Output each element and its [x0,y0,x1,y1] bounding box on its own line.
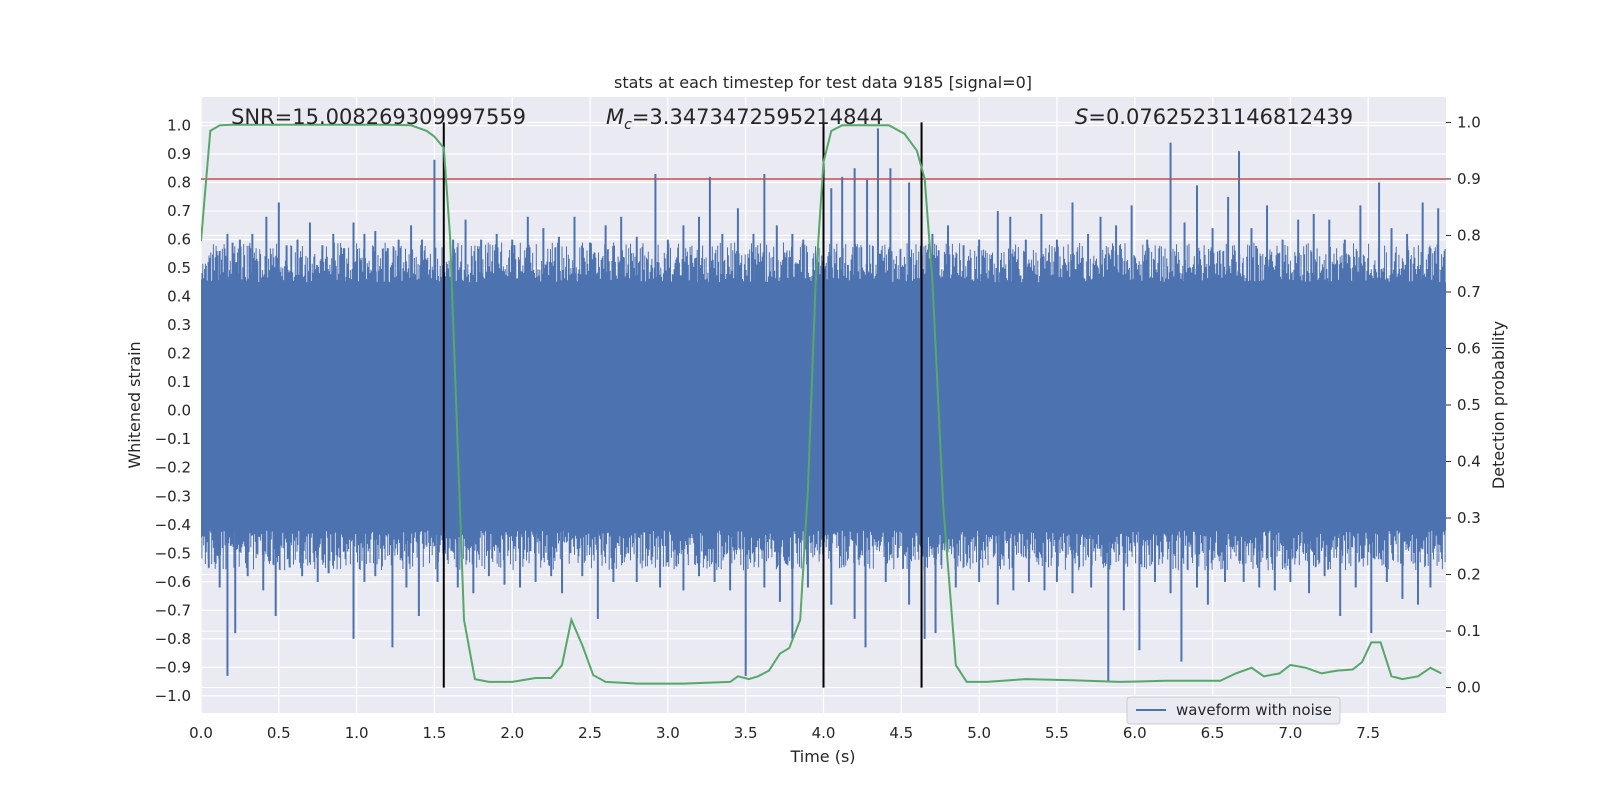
y-tick-label: −0.3 [155,487,191,505]
y-tick-label: −0.9 [155,658,191,676]
x-tick-label: 3.5 [734,724,758,742]
x-axis-label: Time (s) [789,747,855,766]
s-symbol: S [1075,105,1088,129]
y2-tick-label: 0.6 [1457,339,1481,357]
y2-tick-label: 0.0 [1457,679,1481,697]
y-tick-label: −0.5 [155,544,191,562]
y2-tick-labels: 1.0 0.9 0.8 0.7 0.6 0.5 0.4 0.3 0.2 0.1 0.0 [1446,113,1481,697]
y2-axis-label: Detection probability [1489,321,1508,489]
x-tick-label: 5.5 [1045,724,1069,742]
x-tick-label: 0.5 [267,724,291,742]
y-tick-label: −0.2 [155,459,191,477]
y-axis-label: Whitened strain [125,341,144,468]
y-tick-label: 0.2 [167,345,191,363]
x-tick-label: 2.5 [578,724,602,742]
y2-tick-label: 0.3 [1457,509,1481,527]
x-tick-labels: 0.0 0.5 1.0 1.5 2.0 2.5 3.0 3.5 4.0 4.5 5.0 5.5 6.0 6… [189,724,1380,742]
x-tick-label: 3.0 [656,724,680,742]
x-tick-label: 2.0 [500,724,524,742]
y-tick-label: 0.4 [167,288,191,306]
y2-tick-label: 1.0 [1457,113,1481,131]
y-tick-label: 0.5 [167,259,191,277]
x-tick-label: 6.5 [1201,724,1225,742]
x-tick-label: 4.5 [889,724,913,742]
y2-tick-label: 0.8 [1457,226,1481,244]
x-tick-label: 6.0 [1123,724,1147,742]
y-tick-label: −0.8 [155,630,191,648]
s-annotation: S=0.07625231146812439 [1075,105,1353,129]
y-tick-label: −0.1 [155,430,191,448]
y2-tick-label: 0.4 [1457,453,1481,471]
x-tick-label: 1.0 [345,724,369,742]
y-tick-label: 0.9 [167,145,191,163]
x-tick-label: 4.0 [812,724,836,742]
x-tick-label: 7.5 [1356,724,1380,742]
y-tick-label: 0.1 [167,373,191,391]
y2-tick-label: 0.7 [1457,283,1481,301]
y-tick-label: 0.0 [167,402,191,420]
y-tick-labels: 1.0 0.9 0.8 0.7 0.6 0.5 0.4 0.3 0.2 0.1 0.0 −0.1 −0.… [155,117,191,705]
y-tick-label: 0.6 [167,231,191,249]
x-tick-label: 0.0 [189,724,213,742]
chirp-mass-subscript: c [624,117,632,133]
y-tick-label: −0.4 [155,516,191,534]
y2-tick-label: 0.2 [1457,566,1481,584]
y2-tick-label: 0.5 [1457,396,1481,414]
x-tick-label: 1.5 [423,724,447,742]
y-tick-label: 0.8 [167,174,191,192]
y-tick-label: −0.6 [155,573,191,591]
chirp-mass-annotation: Mc=3.3473472595214844 [606,105,883,133]
vertical-lines [442,122,923,688]
legend: waveform with noise [1126,696,1341,725]
y-tick-label: 0.3 [167,316,191,334]
x-tick-label: 7.0 [1278,724,1302,742]
waveform-noise [201,242,1446,571]
y2-tick-label: 0.9 [1457,170,1481,188]
legend-entry-label: waveform with noise [1176,701,1332,719]
legend-box [1126,696,1341,725]
y2-tick-label: 0.1 [1457,622,1481,640]
chirp-mass-symbol: M [606,105,624,129]
y-tick-label: −1.0 [155,687,191,705]
x-tick-label: 5.0 [967,724,991,742]
y-tick-label: −0.7 [155,601,191,619]
y-tick-label: 1.0 [167,117,191,135]
y-tick-label: 0.7 [167,202,191,220]
snr-annotation: SNR=15.008269309997559 [231,105,526,129]
detection-probability-line [201,123,1442,685]
s-value: =0.07625231146812439 [1088,105,1353,129]
chart-title: stats at each timestep for test data 918… [614,73,1032,92]
chirp-mass-value: =3.3473472595214844 [632,105,883,129]
